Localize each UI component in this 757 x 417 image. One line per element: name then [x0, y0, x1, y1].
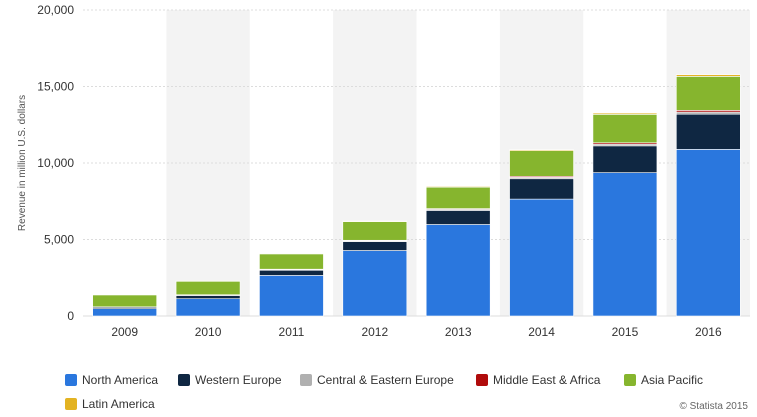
- bar-segment[interactable]: [175, 298, 241, 317]
- bar-segment[interactable]: [592, 114, 658, 144]
- bar-segment[interactable]: [425, 224, 491, 317]
- legend-label: Latin America: [82, 397, 155, 411]
- bar-segment[interactable]: [92, 294, 157, 308]
- bar-segment[interactable]: [342, 221, 408, 241]
- legend-item[interactable]: Latin America: [65, 397, 155, 411]
- bar-segment[interactable]: [259, 269, 324, 276]
- bar-segment[interactable]: [92, 308, 157, 317]
- y-tick-label: 0: [67, 309, 74, 323]
- bar-segment[interactable]: [676, 76, 741, 111]
- legend-swatch: [178, 374, 190, 386]
- legend-item[interactable]: Middle East & Africa: [476, 373, 601, 387]
- bars: [92, 74, 741, 317]
- bar-segment[interactable]: [676, 111, 741, 115]
- legend-item[interactable]: Western Europe: [178, 373, 282, 387]
- x-tick-label: 2015: [612, 325, 639, 339]
- bar-segment[interactable]: [592, 145, 658, 173]
- x-tick-label: 2013: [445, 325, 472, 339]
- bar-segment[interactable]: [676, 74, 741, 77]
- legend-label: Western Europe: [195, 373, 282, 387]
- x-tick-label: 2012: [361, 325, 388, 339]
- legend-label: Central & Eastern Europe: [317, 373, 454, 387]
- bar-segment[interactable]: [425, 210, 491, 225]
- bar-segment[interactable]: [509, 150, 574, 177]
- bar-segment[interactable]: [509, 149, 574, 151]
- bar-segment[interactable]: [509, 198, 574, 317]
- legend-label: Middle East & Africa: [493, 373, 601, 387]
- bar-segment[interactable]: [259, 253, 324, 270]
- y-tick-label: 15,000: [37, 80, 74, 94]
- legend-item[interactable]: North America: [65, 373, 158, 387]
- x-tick-label: 2010: [195, 325, 222, 339]
- bar-segment[interactable]: [342, 220, 408, 222]
- y-tick-label: 5,000: [44, 233, 74, 247]
- legend-label: Asia Pacific: [641, 373, 703, 387]
- legend-item[interactable]: Central & Eastern Europe: [300, 373, 454, 387]
- legend[interactable]: North America Western Europe Central & Eas…: [65, 373, 703, 411]
- bar-segment[interactable]: [509, 178, 574, 200]
- bar-segment[interactable]: [676, 113, 741, 150]
- legend-swatch: [624, 374, 636, 386]
- bar-segment[interactable]: [676, 149, 741, 317]
- x-tick-label: 2011: [279, 325, 305, 339]
- legend-swatch: [476, 374, 488, 386]
- bar-segment[interactable]: [175, 295, 241, 300]
- x-tick-label: 2016: [695, 325, 722, 339]
- x-axis-ticks: 2009 2010 2011 2012 2013 2014 2015 2016: [111, 325, 722, 339]
- legend-swatch: [300, 374, 312, 386]
- bar-segment[interactable]: [592, 172, 658, 317]
- bar-segment[interactable]: [425, 186, 491, 188]
- bar-segment[interactable]: [342, 250, 408, 317]
- y-tick-label: 10,000: [37, 156, 74, 170]
- bar-segment[interactable]: [259, 275, 324, 317]
- x-tick-label: 2009: [111, 325, 138, 339]
- legend-label: North America: [82, 373, 158, 387]
- bar-segment[interactable]: [425, 186, 491, 209]
- statista-credit: © Statista 2015: [679, 401, 748, 412]
- bar-segment[interactable]: [342, 241, 408, 251]
- legend-swatch: [65, 398, 77, 410]
- y-axis-title: Revenue in million U.S. dollars: [17, 95, 28, 231]
- y-tick-label: 20,000: [37, 3, 74, 17]
- legend-item[interactable]: Asia Pacific: [624, 373, 703, 387]
- x-tick-label: 2014: [528, 325, 555, 339]
- bar-segment[interactable]: [175, 280, 241, 296]
- bar-segment[interactable]: [592, 112, 658, 115]
- legend-swatch: [65, 374, 77, 386]
- y-axis-ticks: 0 5,000 10,000 15,000 20,000: [37, 3, 74, 323]
